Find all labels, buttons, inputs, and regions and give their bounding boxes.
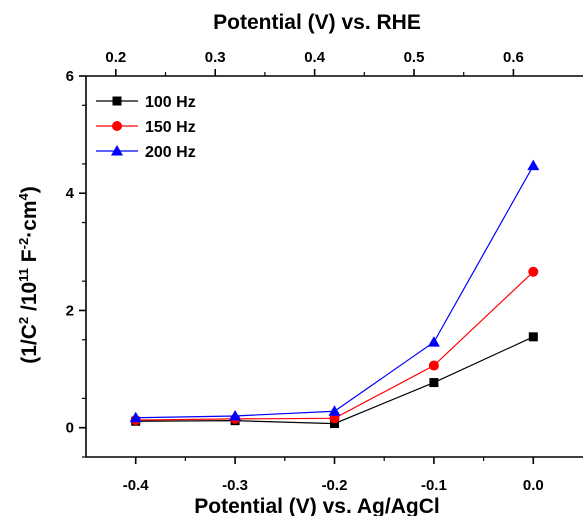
top-tick-label: 0.6 xyxy=(503,49,524,66)
legend-label: 200 Hz xyxy=(145,144,196,161)
bottom-tick-label: -0.4 xyxy=(123,477,150,494)
y-tick-label: 2 xyxy=(66,302,74,319)
data-point xyxy=(528,266,539,277)
series-group xyxy=(129,159,540,429)
y-tick-label: 0 xyxy=(66,420,74,437)
bottom-tick-label: -0.3 xyxy=(222,477,248,494)
data-point xyxy=(129,411,142,423)
bottom-axis-title: Potential (V) vs. Ag/AgCl xyxy=(194,495,439,516)
data-point xyxy=(229,409,242,421)
data-point xyxy=(329,413,340,424)
legend-marker xyxy=(112,96,122,106)
top-tick-label: 0.3 xyxy=(205,49,226,66)
bottom-tick-label: 0.0 xyxy=(523,477,544,494)
top-tick-label: 0.5 xyxy=(404,49,425,66)
legend-label: 150 Hz xyxy=(145,119,196,136)
ticks: -0.4 -0.3 -0.2 -0.1 0.0 0.2 0.3 0.4 0.5 0.6 0 2 4 6 xyxy=(66,49,544,494)
top-axis-title: Potential (V) vs. RHE xyxy=(213,11,421,34)
top-tick-label: 0.4 xyxy=(304,49,326,66)
data-point xyxy=(528,332,538,342)
y-tick-label: 4 xyxy=(66,185,75,202)
series-line xyxy=(135,165,534,419)
top-tick-label: 0.2 xyxy=(105,49,126,66)
y-axis-title: (1/C2 /1011 F-2·cm4) xyxy=(16,186,41,364)
legend-marker xyxy=(111,145,123,156)
legend-label: 100 Hz xyxy=(145,94,196,111)
data-point xyxy=(428,360,439,371)
bottom-tick-label: -0.1 xyxy=(421,477,447,494)
data-point xyxy=(427,336,440,347)
bottom-tick-label: -0.2 xyxy=(322,477,348,494)
data-point xyxy=(330,419,339,429)
y-tick-label: 6 xyxy=(66,68,74,85)
series-line xyxy=(135,271,534,421)
data-point xyxy=(429,378,439,388)
data-point xyxy=(527,159,540,171)
legend: 100 Hz 150 Hz 200 Hz xyxy=(96,94,196,161)
data-point xyxy=(328,405,341,416)
legend-marker xyxy=(112,121,122,131)
